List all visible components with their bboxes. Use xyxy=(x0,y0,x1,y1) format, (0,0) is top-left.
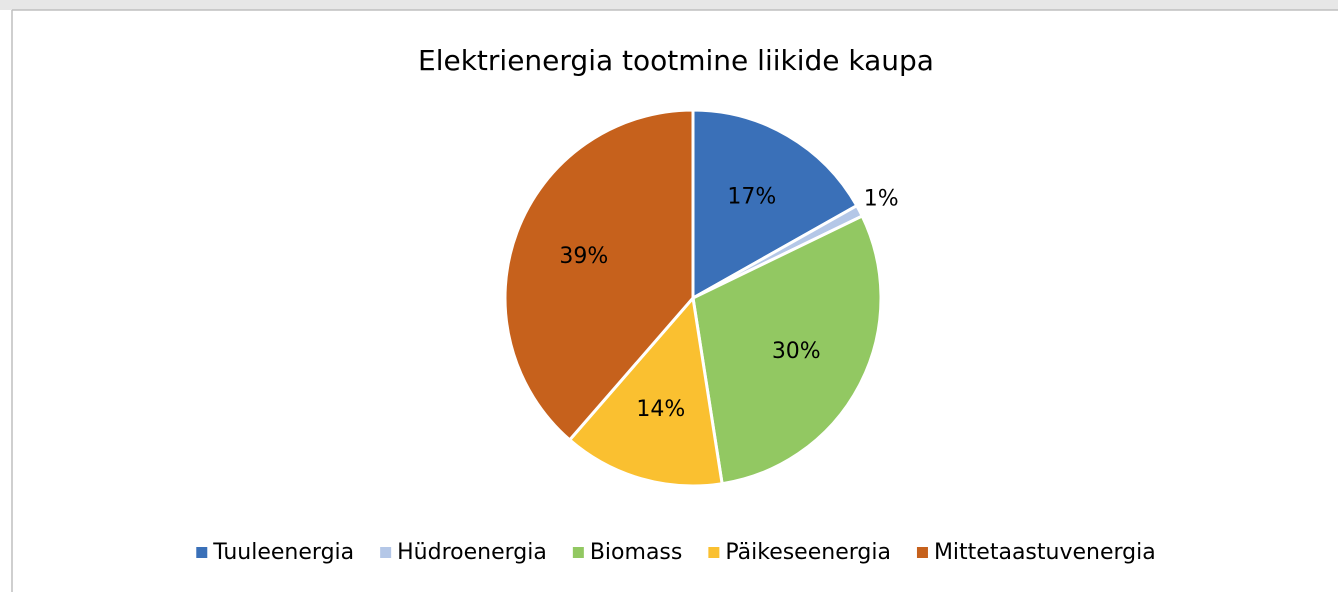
chart-title: Elektrienergia tootmine liikide kaupa xyxy=(418,44,934,77)
data-label: 17% xyxy=(727,184,776,209)
top-strip xyxy=(0,0,1338,10)
data-label: 1% xyxy=(864,186,899,211)
legend-label: Mittetaastuvenergia xyxy=(934,540,1156,565)
pie-slice xyxy=(691,108,859,301)
data-label: 14% xyxy=(636,397,685,422)
legend-swatch xyxy=(380,547,392,558)
pie-slice xyxy=(503,108,695,443)
legend-swatch xyxy=(196,547,208,558)
legend-label: Tuuleenergia xyxy=(212,540,354,565)
pie-slice xyxy=(691,214,883,486)
legend-swatch xyxy=(708,547,720,558)
legend-label: Biomass xyxy=(590,540,683,565)
pie-slice xyxy=(567,294,724,488)
data-label: 39% xyxy=(559,244,608,269)
legend-label: Päikeseenergia xyxy=(725,540,891,565)
legend-swatch xyxy=(572,547,584,558)
data-label: 30% xyxy=(772,339,821,364)
legend-label: Hüdroenergia xyxy=(397,540,547,565)
legend-swatch xyxy=(916,547,928,558)
